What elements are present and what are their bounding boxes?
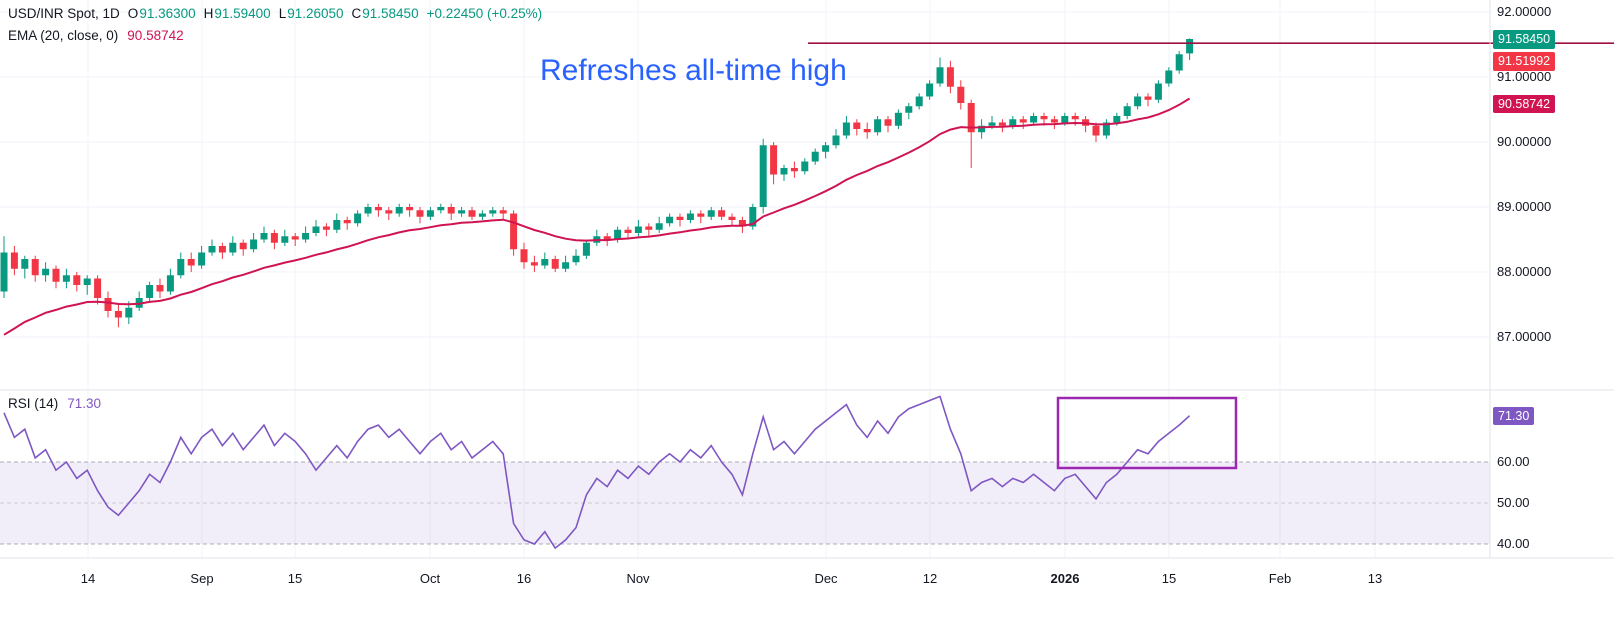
price-axis-label: 87.00000: [1497, 329, 1552, 344]
annotation-text[interactable]: Refreshes all-time high: [540, 54, 847, 87]
ema-legend[interactable]: EMA (20, close, 0) 90.58742: [8, 28, 184, 43]
low-value: L 91.26050: [278, 6, 344, 21]
change-value: +0.22450 (+0.25%): [426, 6, 543, 21]
time-axis-label: Feb: [1268, 571, 1292, 586]
price-axis-label: 92.00000: [1497, 4, 1552, 19]
price-axis-label: 89.00000: [1497, 199, 1552, 214]
time-axis-label: Oct: [419, 571, 441, 586]
highlight-box[interactable]: [1056, 396, 1238, 470]
price-axis[interactable]: 91.58450 91.51992 90.58742 71.30 92.0000…: [1490, 0, 1614, 621]
open-value: O 91.36300: [127, 6, 196, 21]
time-axis-label: 15: [1161, 571, 1177, 586]
time-axis-label: 13: [1367, 571, 1383, 586]
high-value: H 91.59400: [203, 6, 271, 21]
symbol-title: USD/INR Spot, 1D: [8, 6, 120, 21]
price-axis-label: 40.00: [1497, 536, 1530, 551]
time-axis-label: 2026: [1050, 571, 1080, 586]
price-axis-label: 90.00000: [1497, 134, 1552, 149]
time-axis-label: Nov: [626, 571, 650, 586]
price-axis-label: 91.00000: [1497, 69, 1552, 84]
grid-layer: [0, 0, 1490, 558]
price-axis-label: 88.00000: [1497, 264, 1552, 279]
time-axis-label: 16: [516, 571, 532, 586]
price-axis-label: 60.00: [1497, 454, 1530, 469]
close-value: C 91.58450: [351, 6, 419, 21]
rsi-band: [0, 461, 1490, 545]
rsi-legend[interactable]: RSI (14) 71.30: [8, 396, 101, 411]
rsi-value-badge: 71.30: [1493, 406, 1535, 426]
rsi-line[interactable]: [3, 395, 1191, 550]
price-axis-label: 50.00: [1497, 495, 1530, 510]
ema-value: 90.58742: [127, 28, 184, 43]
last-price-badge: 91.58450: [1493, 30, 1556, 49]
ema-label: EMA (20, close, 0): [8, 28, 119, 43]
time-axis-label: Dec: [814, 571, 838, 586]
ath-price-badge: 91.51992: [1493, 52, 1556, 71]
time-axis-label: 14: [80, 571, 96, 586]
rsi-label: RSI (14): [8, 396, 59, 411]
time-axis-label: 15: [287, 571, 303, 586]
symbol-legend[interactable]: USD/INR Spot, 1D O 91.36300 H 91.59400 L 91…: [8, 6, 542, 21]
time-axis[interactable]: 14 Sep 15 Oct 16 Nov Dec 12 2026 15 Feb 13: [0, 558, 1614, 621]
ema-line[interactable]: [3, 97, 1191, 336]
time-axis-label: 12: [922, 571, 938, 586]
time-axis-label: Sep: [190, 571, 214, 586]
ema-price-badge: 90.58742: [1493, 94, 1556, 114]
rsi-value: 71.30: [67, 396, 102, 411]
